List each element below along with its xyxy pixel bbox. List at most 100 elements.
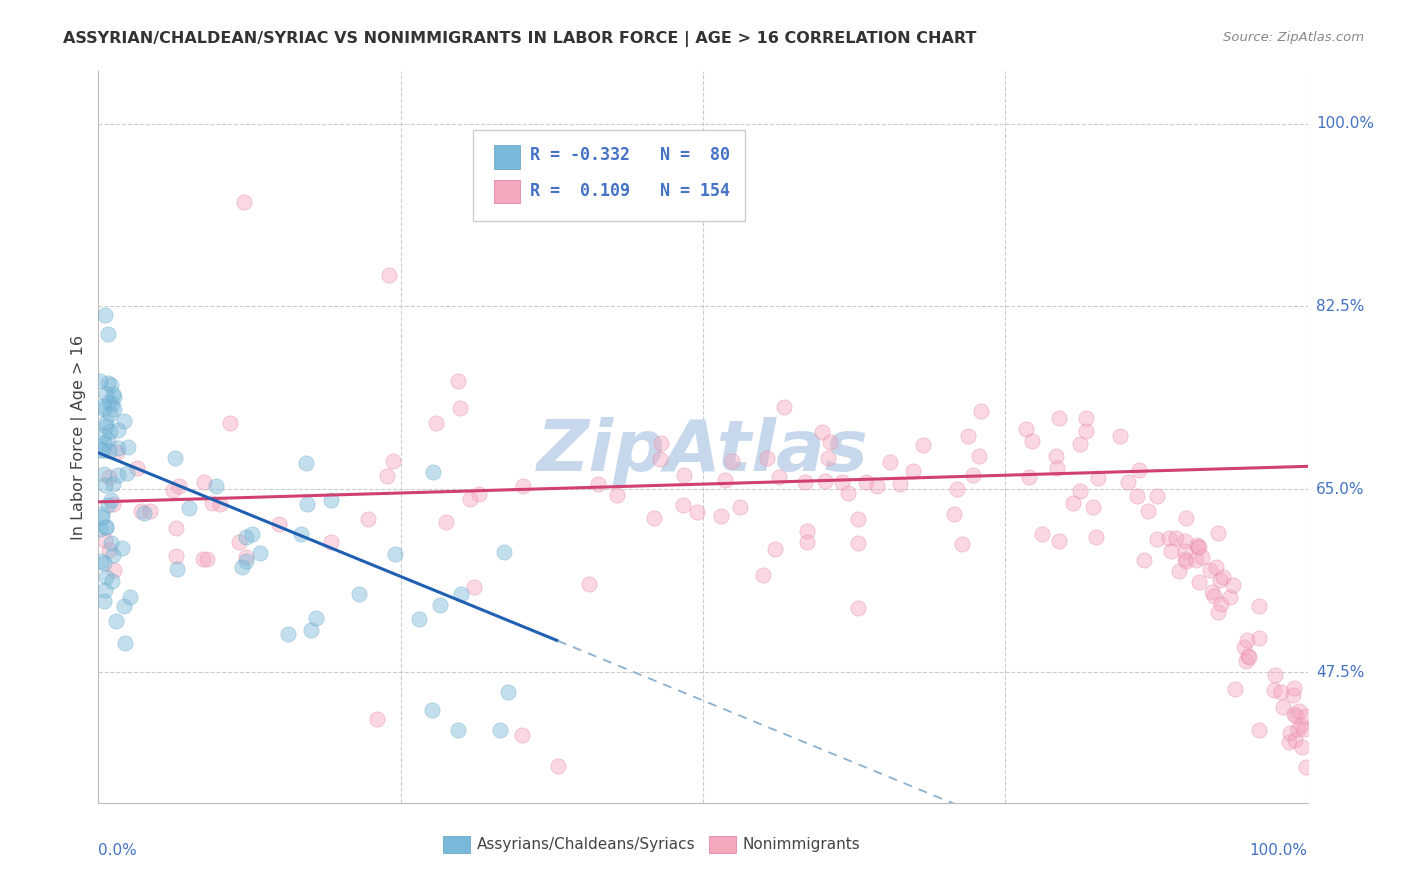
Point	[1125, 489, 1147, 503]
Point	[818, 434, 841, 449]
Text: R =  0.109   N = 154: R = 0.109 N = 154	[530, 182, 730, 200]
Point	[100, 535, 122, 549]
Point	[1206, 526, 1229, 541]
Point	[728, 500, 751, 514]
Point	[1233, 640, 1256, 655]
Point	[1146, 489, 1168, 503]
Point	[710, 509, 733, 524]
Point	[686, 505, 709, 519]
Point	[720, 454, 742, 468]
Point	[447, 723, 470, 737]
Point	[1160, 543, 1182, 558]
Point	[1294, 722, 1316, 736]
Point	[103, 387, 125, 401]
Point	[1047, 410, 1070, 425]
Point	[1270, 685, 1292, 699]
Bar	[443, 837, 470, 853]
Point	[650, 436, 672, 450]
Point	[1278, 726, 1301, 740]
Point	[512, 479, 534, 493]
Point	[384, 547, 406, 561]
Point	[889, 476, 911, 491]
Point	[1083, 500, 1105, 515]
Point	[125, 461, 148, 475]
Point	[796, 535, 818, 549]
Point	[488, 723, 510, 737]
Point	[970, 404, 993, 418]
Text: 100.0%: 100.0%	[1250, 843, 1308, 858]
Point	[107, 442, 129, 456]
Point	[1289, 718, 1312, 732]
Point	[91, 507, 114, 521]
Point	[1284, 706, 1306, 721]
Point	[1209, 573, 1232, 587]
Point	[1047, 534, 1070, 549]
Point	[1157, 531, 1180, 545]
Text: ASSYRIAN/CHALDEAN/SYRIAC VS NONIMMIGRANTS IN LABOR FORCE | AGE > 16 CORRELATION : ASSYRIAN/CHALDEAN/SYRIAC VS NONIMMIGRANT…	[63, 31, 977, 47]
Point	[1084, 529, 1107, 543]
Point	[578, 576, 600, 591]
Point	[650, 452, 672, 467]
Point	[100, 378, 122, 392]
Text: 100.0%: 100.0%	[1316, 116, 1374, 131]
Point	[1204, 589, 1226, 603]
Point	[752, 567, 775, 582]
Point	[1206, 605, 1229, 619]
Point	[305, 610, 328, 624]
Point	[117, 440, 139, 454]
Point	[375, 468, 398, 483]
Point	[162, 483, 184, 497]
Point	[811, 425, 834, 439]
Point	[107, 424, 129, 438]
Point	[366, 712, 388, 726]
Point	[94, 582, 117, 597]
Point	[163, 451, 186, 466]
Point	[1286, 722, 1309, 736]
Point	[967, 449, 990, 463]
Point	[1132, 553, 1154, 567]
Point	[450, 587, 472, 601]
Point	[1021, 434, 1043, 449]
Point	[879, 455, 901, 469]
Point	[1166, 531, 1188, 545]
Point	[100, 407, 122, 421]
Point	[1247, 599, 1270, 614]
Point	[101, 497, 124, 511]
Point	[177, 501, 200, 516]
Point	[942, 507, 965, 521]
Point	[865, 479, 887, 493]
Point	[447, 374, 470, 388]
Point	[714, 473, 737, 487]
Point	[1074, 411, 1097, 425]
Text: ZipAtlas: ZipAtlas	[537, 417, 869, 486]
Point	[98, 425, 121, 439]
Point	[846, 512, 869, 526]
Point	[901, 464, 924, 478]
Point	[101, 574, 124, 588]
Point	[1187, 538, 1209, 552]
Point	[111, 541, 134, 555]
Point	[115, 466, 138, 480]
Point	[166, 562, 188, 576]
Point	[89, 375, 111, 389]
Point	[846, 536, 869, 550]
Point	[1236, 632, 1258, 647]
Point	[1108, 429, 1130, 443]
Point	[381, 454, 404, 468]
Point	[94, 309, 117, 323]
Point	[1212, 570, 1234, 584]
Point	[496, 685, 519, 699]
Point	[96, 386, 118, 401]
Text: 65.0%: 65.0%	[1316, 482, 1364, 497]
Point	[297, 497, 319, 511]
Point	[98, 395, 121, 409]
Point	[1264, 667, 1286, 681]
Point	[347, 587, 370, 601]
Point	[295, 456, 318, 470]
Point	[422, 465, 444, 479]
Point	[129, 504, 152, 518]
Point	[1278, 735, 1301, 749]
Point	[114, 599, 136, 613]
Point	[1205, 559, 1227, 574]
Point	[1137, 503, 1160, 517]
